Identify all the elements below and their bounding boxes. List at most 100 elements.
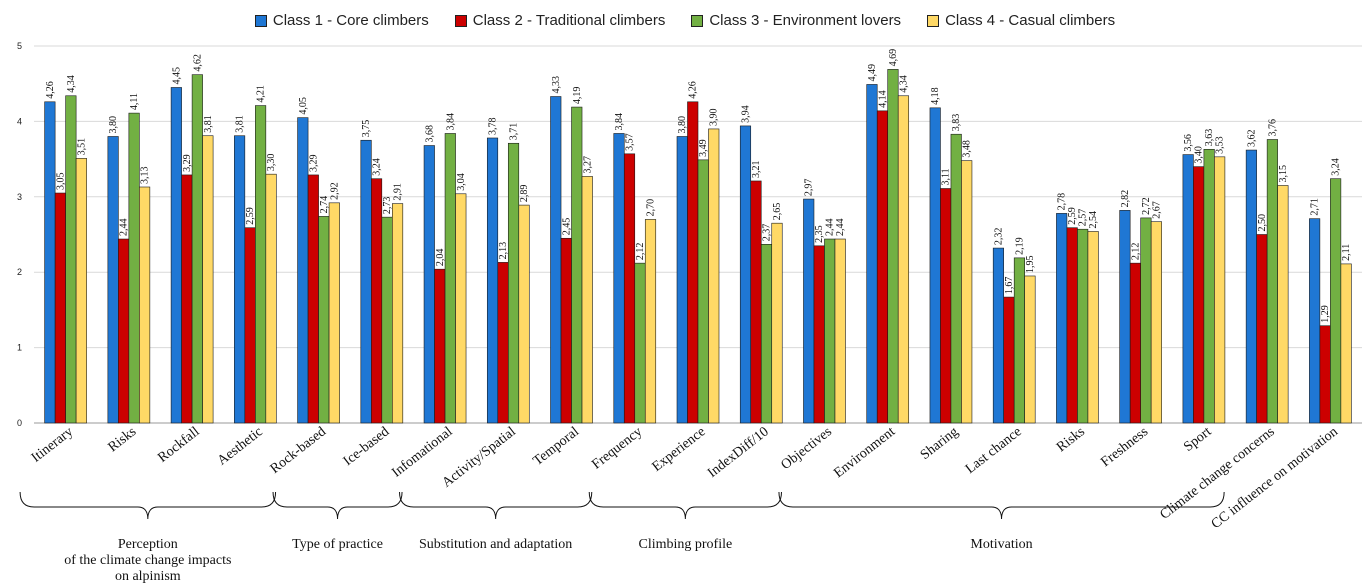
value-label-3-19: 3,76 [1267, 119, 1278, 137]
value-label-4-19: 3,15 [1278, 165, 1289, 183]
value-label-4-7: 2,89 [519, 185, 530, 203]
value-label-4-10: 3,90 [709, 108, 720, 126]
category-label-6: Infomational [389, 424, 455, 480]
bar-1-10 [676, 136, 688, 424]
bar-4-4 [328, 202, 340, 424]
bar-4-20 [1340, 263, 1352, 424]
bar-3-7 [507, 142, 520, 424]
y-tick-label-4: 4 [17, 116, 22, 126]
bar-3-1 [128, 112, 140, 424]
value-label-1-15: 2,32 [993, 228, 1004, 246]
value-label-2-5: 3,24 [372, 158, 383, 176]
bar-1-0 [44, 101, 56, 424]
category-label-16: Risks [1054, 424, 1088, 455]
bar-3-17 [1140, 217, 1152, 424]
bar-2-8 [560, 237, 572, 424]
value-label-3-0: 4,34 [66, 75, 77, 93]
bar-4-1 [139, 186, 151, 424]
value-label-4-13: 4,34 [898, 75, 909, 93]
bar-2-3 [244, 227, 256, 424]
value-label-3-9: 2,12 [635, 243, 646, 261]
bar-4-3 [265, 173, 277, 424]
bar-2-0 [54, 192, 66, 424]
bar-1-16 [1056, 213, 1068, 424]
bar-2-2 [181, 174, 193, 424]
value-label-4-20: 2,11 [1341, 244, 1352, 261]
value-label-4-14: 3,48 [962, 140, 973, 158]
value-label-3-17: 2,72 [1141, 197, 1152, 215]
category-label-10: Experience [650, 424, 709, 475]
bar-2-1 [118, 238, 130, 424]
category-label-3: Aesthetic [215, 424, 266, 468]
bar-3-14 [950, 133, 962, 424]
bar-4-14 [961, 160, 973, 424]
bar-3-8 [571, 106, 583, 424]
value-label-4-1: 3,13 [140, 166, 151, 184]
legend-item-class-3: Class 3 - Environment lovers [691, 12, 901, 29]
bar-4-8 [581, 176, 593, 424]
bar-2-11 [750, 180, 762, 424]
bar-4-17 [1150, 221, 1162, 424]
bar-2-4 [307, 174, 319, 424]
bar-3-12 [824, 238, 836, 424]
bar-4-16 [1087, 231, 1099, 424]
bar-1-17 [1119, 210, 1131, 424]
value-label-1-4: 4,05 [298, 97, 309, 115]
value-label-4-0: 3,51 [76, 138, 87, 156]
value-label-3-6: 3,84 [445, 113, 456, 131]
group-label-4-0: Motivation [970, 537, 1032, 552]
value-label-4-4: 2,92 [329, 182, 340, 200]
y-tick-label-5: 5 [17, 41, 22, 51]
value-label-2-3: 2,59 [245, 207, 256, 224]
bar-3-15 [1013, 257, 1025, 424]
bar-3-0 [65, 95, 77, 424]
value-label-1-7: 3,78 [488, 117, 499, 135]
bar-2-6 [434, 268, 446, 424]
legend-item-class-4: Class 4 - Casual climbers [927, 12, 1115, 29]
value-label-1-2: 4,45 [171, 67, 182, 85]
value-label-1-11: 3,94 [740, 105, 751, 123]
value-label-1-8: 4,33 [551, 76, 562, 94]
value-label-4-3: 3,30 [266, 154, 277, 172]
value-label-1-18: 3,56 [1183, 134, 1194, 152]
bar-4-5 [392, 203, 404, 424]
bar-2-12 [813, 245, 825, 424]
value-label-3-12: 2,44 [825, 219, 836, 237]
value-label-1-5: 3,75 [361, 120, 372, 138]
bar-1-1 [107, 136, 119, 424]
value-label-2-19: 2,50 [1257, 214, 1268, 232]
value-label-4-11: 2,65 [772, 203, 783, 221]
bar-2-18 [1193, 166, 1205, 424]
bar-4-13 [897, 95, 910, 424]
group-label-0-1: of the climate change impacts [64, 553, 231, 568]
value-label-2-6: 2,04 [435, 249, 446, 267]
value-label-3-20: 3,24 [1331, 158, 1342, 176]
value-label-2-13: 4,14 [877, 90, 888, 108]
value-label-4-17: 2,67 [1151, 201, 1162, 219]
bar-1-11 [739, 125, 752, 424]
bar-1-14 [929, 107, 941, 424]
group-brace-1 [272, 491, 403, 520]
value-label-3-3: 4,21 [256, 85, 267, 103]
chart-legend: Class 1 - Core climbers Class 2 - Tradit… [0, 12, 1370, 29]
category-label-9: Frequency [589, 424, 645, 472]
value-label-3-15: 2,19 [1014, 237, 1025, 254]
value-label-3-7: 3,71 [509, 123, 520, 141]
category-label-13: Environment [831, 424, 898, 481]
category-label-5: Ice-based [341, 424, 393, 469]
value-label-1-10: 3,80 [677, 116, 688, 134]
bar-4-10 [708, 128, 720, 424]
bar-3-13 [887, 69, 899, 424]
legend-label-class-3: Class 3 - Environment lovers [709, 12, 902, 29]
value-label-2-15: 1,67 [1004, 277, 1015, 294]
value-label-2-0: 3,05 [55, 173, 66, 191]
category-label-14: Sharing [918, 424, 962, 463]
value-label-4-5: 2,91 [393, 183, 404, 201]
y-tick-label-2: 2 [17, 267, 22, 277]
bar-3-3 [255, 105, 267, 424]
bar-1-13 [866, 84, 878, 424]
value-label-2-17: 2,12 [1130, 243, 1141, 261]
bar-1-6 [423, 145, 435, 424]
legend-swatch-class-3 [691, 14, 704, 27]
value-label-2-14: 3,11 [941, 168, 952, 185]
